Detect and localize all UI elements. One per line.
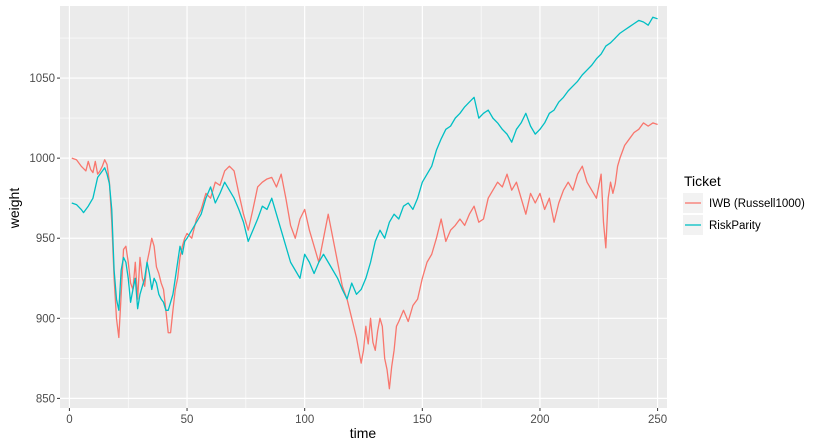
series-line-2 xyxy=(71,16,658,311)
y-tick-label: 1050 xyxy=(29,73,55,85)
legend-title: Ticket xyxy=(684,173,721,189)
minor-grid xyxy=(60,6,667,408)
legend: Ticket IWB (Russell1000) RiskParity xyxy=(683,173,805,235)
x-axis-title: time xyxy=(350,425,377,441)
series-layer xyxy=(71,16,658,390)
y-tick-label: 1000 xyxy=(29,153,55,165)
y-tick-label: 950 xyxy=(36,233,55,245)
x-tick-label: 150 xyxy=(413,414,432,426)
x-tick-label: 50 xyxy=(181,414,194,426)
y-axis-title: weight xyxy=(6,188,22,230)
legend-label: IWB (Russell1000) xyxy=(709,198,805,210)
legend-label: RiskParity xyxy=(709,220,761,232)
x-axis: 0 50 100 150 200 250 xyxy=(66,408,667,426)
legend-items: IWB (Russell1000) RiskParity xyxy=(683,193,805,235)
x-tick-label: 250 xyxy=(648,414,667,426)
series-line-1 xyxy=(71,122,658,390)
y-axis: 850 900 950 1000 1050 xyxy=(29,73,60,405)
x-tick-label: 100 xyxy=(295,414,314,426)
y-tick-label: 900 xyxy=(36,313,55,325)
y-tick-label: 850 xyxy=(36,393,55,405)
x-tick-label: 0 xyxy=(66,414,72,426)
x-tick-label: 200 xyxy=(530,414,549,426)
major-grid xyxy=(60,6,667,408)
